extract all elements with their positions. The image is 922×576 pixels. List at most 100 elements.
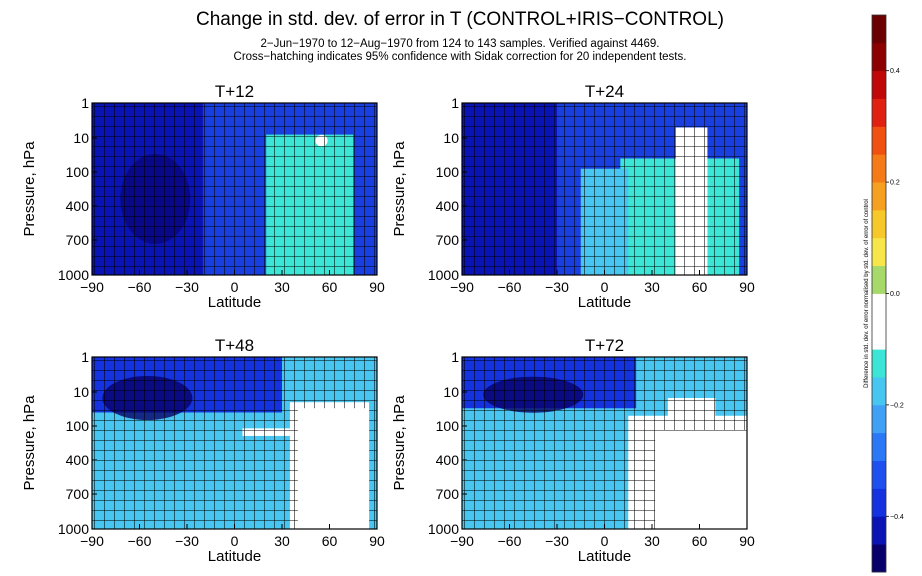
x-tick-label: 0 xyxy=(601,533,609,549)
y-tick-label: 100 xyxy=(436,418,460,434)
x-tick-label: 0 xyxy=(231,279,239,295)
y-tick-label: 700 xyxy=(66,232,90,248)
x-tick-label: −30 xyxy=(545,533,569,549)
panel-title: T+72 xyxy=(585,336,624,355)
x-tick-label: −30 xyxy=(175,279,199,295)
y-axis-label: Pressure, hPa xyxy=(21,141,38,237)
panel-t-plus-48: T+48 −90 −60 −30 0 30 60 90 Latitude 1 10 100 400 700… xyxy=(21,336,385,565)
x-tick-label: 0 xyxy=(601,279,609,295)
x-tick-label: 30 xyxy=(644,533,660,549)
x-axis-label: Latitude xyxy=(208,548,261,565)
y-tick-label: 400 xyxy=(436,452,460,468)
field xyxy=(92,103,377,275)
x-tick-label: 60 xyxy=(322,533,338,549)
panel-t-plus-12: T+12 −90 −60 −30 0 30 60 90 Latitude 1 10 100 400 700… xyxy=(21,82,385,311)
x-tick-label: −60 xyxy=(498,279,522,295)
x-tick-label: 60 xyxy=(692,533,708,549)
colorbar-segment xyxy=(872,349,886,378)
cross-hatching xyxy=(92,357,377,529)
colorbar-segment xyxy=(872,237,886,267)
x-axis-label: Latitude xyxy=(578,294,631,311)
panel-title: T+48 xyxy=(215,336,254,355)
y-tick-label: 100 xyxy=(436,164,460,180)
colorbar-segment xyxy=(872,182,886,211)
colorbar-segment xyxy=(872,516,886,545)
colorbar-segment xyxy=(872,404,886,434)
x-tick-label: −60 xyxy=(498,533,522,549)
x-tick-label: −30 xyxy=(175,533,199,549)
x-tick-label: 0 xyxy=(231,533,239,549)
y-axis-label: Pressure, hPa xyxy=(21,395,38,491)
hatch-layer xyxy=(462,103,747,275)
x-tick-label: −60 xyxy=(128,279,152,295)
x-tick-label: −90 xyxy=(450,279,474,295)
colorbar-segment xyxy=(872,70,886,99)
colorbar-segment xyxy=(872,488,886,517)
colorbar-label: Difference in std. dev. of error normali… xyxy=(864,199,870,388)
colorbar-segment xyxy=(872,42,886,72)
y-tick-label: 10 xyxy=(443,130,459,146)
colorbar-segment xyxy=(872,321,886,350)
field xyxy=(92,357,377,529)
x-tick-label: −60 xyxy=(128,533,152,549)
x-tick-label: −90 xyxy=(450,533,474,549)
figure-subtitle-line2: Cross−hatching indicates 95% confidence … xyxy=(234,51,687,63)
colorbar-segment xyxy=(872,293,886,322)
colorbar-segment xyxy=(872,460,886,489)
panel-t-plus-72: T+72 −90 −60 −30 0 30 60 90 Latitude 1 10 100 400 700… xyxy=(391,336,755,565)
y-tick-label: 700 xyxy=(66,486,90,502)
hatch-gap xyxy=(655,430,747,529)
colorbar-segment xyxy=(872,209,886,239)
x-axis-label: Latitude xyxy=(578,548,631,565)
panel-title: T+24 xyxy=(585,82,624,101)
y-tick-label: 700 xyxy=(436,486,460,502)
colorbar-tick-label: 0.2 xyxy=(890,180,900,187)
x-tick-label: 30 xyxy=(274,533,290,549)
hatch-layer xyxy=(92,103,377,275)
y-tick-label: 1000 xyxy=(428,267,459,283)
y-axis-label: Pressure, hPa xyxy=(391,141,408,237)
colorbar-tick-label: 0.0 xyxy=(890,291,900,298)
y-tick-label: 10 xyxy=(443,384,459,400)
x-tick-label: −90 xyxy=(80,279,104,295)
x-tick-label: −90 xyxy=(80,533,104,549)
x-tick-label: 90 xyxy=(739,279,755,295)
colorbar-segment xyxy=(872,98,886,127)
colorbar-segment xyxy=(872,432,886,461)
x-tick-label: 30 xyxy=(644,279,660,295)
y-tick-label: 100 xyxy=(66,418,90,434)
cross-hatching xyxy=(462,357,747,529)
y-tick-label: 1000 xyxy=(58,521,89,537)
x-tick-label: 30 xyxy=(274,279,290,295)
cross-hatching xyxy=(462,103,747,275)
panel-title: T+12 xyxy=(215,82,254,101)
x-tick-label: 60 xyxy=(692,279,708,295)
colorbar-segment xyxy=(872,154,886,183)
y-tick-label: 1000 xyxy=(428,521,459,537)
colorbar-tick-label: −0.4 xyxy=(890,514,904,521)
x-tick-label: 60 xyxy=(322,279,338,295)
field xyxy=(462,357,747,529)
colorbar: 0.4 0.2 0.0 −0.2 −0.4 Difference in std. dev.… xyxy=(864,14,904,573)
colorbar-segment xyxy=(872,377,886,406)
y-tick-label: 400 xyxy=(66,198,90,214)
x-tick-label: −30 xyxy=(545,279,569,295)
y-tick-label: 1000 xyxy=(58,267,89,283)
y-tick-label: 1 xyxy=(451,349,459,365)
colorbar-tick-label: 0.4 xyxy=(890,68,900,75)
figure-title: Change in std. dev. of error in T (CONTR… xyxy=(196,9,724,30)
cross-hatching xyxy=(92,103,377,275)
panel-t-plus-24: T+24 −90 −60 −30 0 30 60 90 Latitude 1 10 100 400 700… xyxy=(391,82,755,311)
field xyxy=(462,103,747,275)
y-tick-label: 10 xyxy=(73,130,89,146)
y-tick-label: 400 xyxy=(66,452,90,468)
colorbar-tick-label: −0.2 xyxy=(890,402,904,409)
y-tick-label: 100 xyxy=(66,164,90,180)
colorbar-segment xyxy=(872,126,886,155)
y-axis-label: Pressure, hPa xyxy=(391,395,408,491)
x-tick-label: 90 xyxy=(739,533,755,549)
colorbar-segment xyxy=(872,544,886,573)
x-tick-label: 90 xyxy=(369,533,385,549)
y-tick-label: 700 xyxy=(436,232,460,248)
